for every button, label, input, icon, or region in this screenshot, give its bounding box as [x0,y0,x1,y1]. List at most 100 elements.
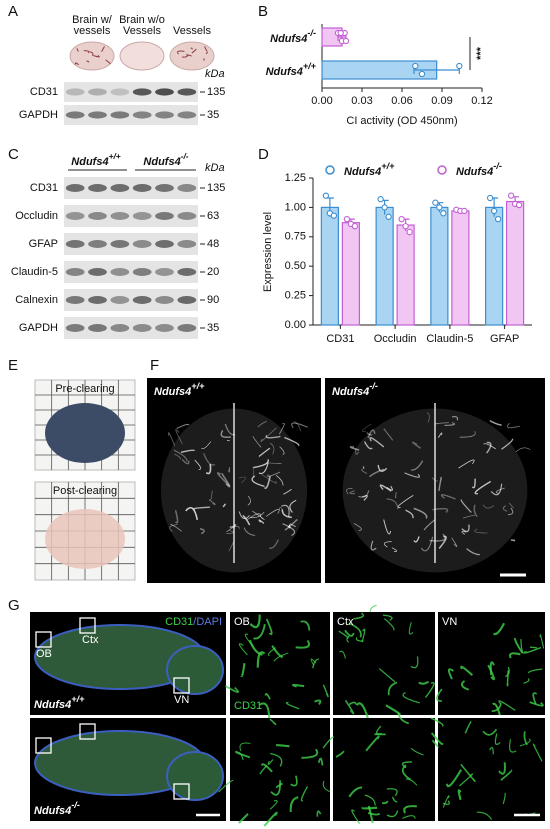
photo-caption: Post-clearing [53,485,117,497]
vessel [460,763,476,783]
x-tick-label: Occludin [374,333,417,345]
vessel [410,747,424,756]
band [65,88,85,96]
panel-label: B [258,3,268,20]
vessel [368,468,385,478]
vessel [93,54,100,58]
vessel [269,442,275,455]
vessel [353,523,362,532]
vessel [203,58,205,61]
band [88,212,107,220]
y-tick-label: 1.00 [285,201,306,213]
blot-label: Calnexin [15,294,58,306]
x-tick-label: GFAP [490,333,519,345]
vessel [351,809,361,824]
zoom-stain-label: CD31 [234,700,262,712]
vessel [457,789,462,801]
band [88,268,107,276]
vessel [447,668,455,680]
vessel [460,665,474,677]
gene: Ndufs4 [71,156,108,168]
band [132,212,152,220]
legend-marker [437,165,447,175]
brain-image [69,41,115,71]
brain-image [119,41,165,71]
band [110,184,130,192]
vessel [495,487,505,494]
vessel [253,624,266,640]
vessel [402,691,420,704]
vessel [267,759,274,766]
vessel [258,702,271,719]
vessel [369,437,385,448]
band [88,111,107,119]
brain-photo [45,403,125,463]
vessel [459,773,474,787]
vessel [201,441,212,449]
vessel [431,477,439,482]
vessel [322,736,335,749]
vessel [348,622,362,638]
gene: Ndufs4 [332,386,369,398]
band [177,184,197,192]
vessel [269,800,278,810]
vessel [386,810,399,818]
band [132,111,152,119]
vessel [291,422,308,429]
western-blot [64,82,198,102]
vessel [498,700,516,711]
data-point [342,37,350,45]
vessel [234,750,251,759]
vessel [221,472,231,488]
data-point [385,213,392,220]
vessel [370,540,377,551]
vessel [238,643,248,656]
vessel [229,523,237,528]
band [65,296,85,304]
vessel [364,794,376,806]
roi-box [173,677,190,694]
vessel [391,547,398,552]
vessel [383,428,394,441]
vessel [498,762,506,775]
vessel [474,480,492,495]
vessel [386,485,393,491]
vessel [257,421,267,428]
western-blot [64,205,198,227]
x-tick-label: 0.09 [431,95,452,107]
vessel [451,416,459,421]
vessel [344,629,355,637]
vessel [204,46,208,52]
vessel [263,811,278,827]
vessel [424,682,435,699]
vessel [471,478,476,489]
band [155,240,174,248]
zoom-image [230,612,330,715]
roi-label: OB [36,648,52,660]
vessel [502,505,508,512]
vessel [539,634,545,649]
vessel [412,441,422,449]
vessel [386,498,399,510]
vessel [423,519,436,531]
vessel [169,524,178,532]
stain-green: CD31 [165,616,193,628]
band [155,268,174,276]
vessel [216,472,231,487]
vessel [401,764,412,781]
data-point [398,216,405,223]
vessel [436,688,443,702]
vessel [284,518,298,531]
band [177,324,197,332]
superscript: +/+ [71,694,85,704]
data-point [412,62,419,70]
vessel [250,511,265,518]
band [110,324,130,332]
data-point [377,196,384,203]
vessel [291,683,305,688]
column-header: Brain w/ [72,14,113,26]
zoom-image [438,718,545,821]
vessel [273,652,289,662]
brain-image [169,41,215,71]
blot-label: Claudin-5 [11,266,58,278]
